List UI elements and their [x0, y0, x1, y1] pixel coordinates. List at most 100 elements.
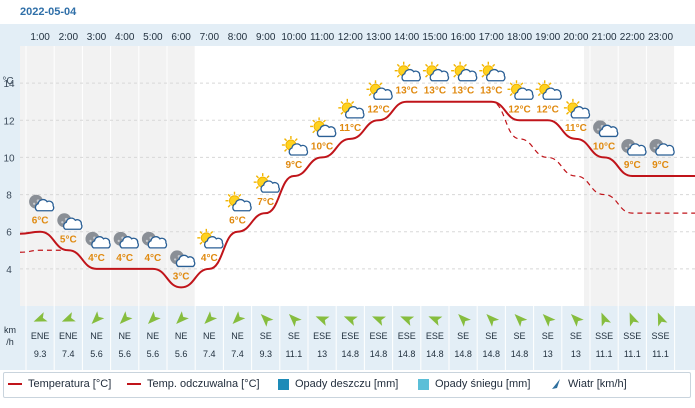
sun-cloud-icon: [451, 61, 478, 82]
hour-label: 17:00: [479, 32, 504, 43]
legend-item-snow[interactable]: Opady śniegu [mm]: [418, 378, 530, 390]
sun-ray: [340, 100, 344, 105]
moon-crater: [625, 146, 628, 150]
wind-arrow-icon: [204, 311, 218, 324]
moon-crater: [597, 128, 600, 131]
wind-speed-label: 14.8: [454, 349, 472, 359]
legend-item-wind[interactable]: Wiatr [km/h]: [550, 378, 627, 390]
moon-cloud-icon: [649, 139, 675, 156]
hour-label: 11:00: [310, 32, 335, 43]
sun-ray: [537, 93, 541, 97]
wind-arrow-head: [514, 314, 528, 327]
wind-arrow-head: [601, 312, 612, 327]
wind-speed-label: 5.6: [118, 349, 131, 359]
wind-speed-label: 11.1: [596, 349, 613, 359]
moon-crater: [61, 221, 64, 224]
wind-direction-label: ENE: [31, 331, 50, 341]
temperature-point-label: 9°C: [652, 160, 669, 171]
cloud-shape: [204, 236, 224, 249]
sun-cloud-icon: [563, 98, 591, 119]
sun-cloud-icon: [197, 228, 224, 249]
wind-arrow-head: [91, 311, 105, 324]
temperature-point-label: 6°C: [229, 216, 246, 227]
wind-direction-label: ENE: [59, 331, 78, 341]
hour-label: 12:00: [338, 32, 363, 43]
sun-ray: [509, 93, 513, 97]
sun-ray: [566, 100, 570, 105]
wind-direction-label: ESE: [426, 331, 444, 341]
sun-ray: [284, 148, 288, 152]
wind-direction-label: SE: [288, 331, 300, 341]
sun-ray: [396, 63, 400, 67]
sun-ray: [199, 230, 203, 235]
sun-cloud-icon: [338, 98, 365, 119]
temperature-point-label: 5°C: [60, 234, 77, 245]
wind-arrow-head: [486, 314, 500, 327]
legend-swatch-feels-like: [127, 383, 141, 385]
cloud-shape: [598, 124, 619, 138]
sun-cloud-icon: [366, 80, 393, 100]
sun-ray: [294, 138, 298, 142]
legend-label-wind: Wiatr [km/h]: [568, 378, 627, 390]
legend-item-feels-like[interactable]: Temp. odczuwalna [°C]: [127, 378, 260, 390]
moon-cloud-icon: [85, 231, 111, 249]
temperature-point-label: 4°C: [145, 253, 162, 264]
legend-label-temperature: Temperatura [°C]: [28, 378, 112, 390]
temperature-point-label: 4°C: [201, 253, 218, 264]
moon-cloud-icon: [141, 231, 168, 249]
wind-arrow-head: [61, 312, 76, 322]
wind-arrow-icon: [428, 316, 443, 326]
wind-arrow-head: [176, 311, 189, 324]
wind-arrow-icon: [486, 314, 500, 327]
cloud-shape: [260, 180, 280, 193]
wind-arrow-icon: [119, 311, 133, 324]
sun-ray: [227, 193, 231, 197]
sun-ray: [537, 82, 541, 86]
wind-arrow-head: [542, 314, 556, 327]
sun-ray: [425, 74, 429, 78]
wind-direction-label: ESE: [341, 331, 359, 341]
moon-crater: [145, 239, 148, 242]
legend-item-temperature[interactable]: Temperatura [°C]: [8, 378, 111, 390]
wind-arrow-icon: [232, 311, 246, 324]
cloud-shape: [570, 106, 591, 119]
hour-label: 9:00: [256, 32, 276, 43]
wind-arrow-icon: [458, 314, 471, 327]
sun-cloud-icon: [422, 61, 450, 82]
sun-ray: [210, 230, 214, 235]
wind-speed-label: 5.6: [175, 349, 188, 359]
cloud-shape: [429, 68, 450, 82]
sun-ray: [407, 63, 411, 67]
wind-speed-label: 14.8: [370, 349, 388, 359]
wind-arrow-icon: [570, 314, 584, 327]
wind-arrow-head: [657, 312, 668, 327]
legend-item-rain[interactable]: Opady deszczu [mm]: [278, 378, 398, 390]
wind-arrow-head: [428, 316, 443, 326]
temperature-point-label: 11°C: [339, 123, 361, 134]
wind-arrow-head: [147, 311, 161, 324]
hour-label: 4:00: [115, 32, 135, 43]
cloud-shape: [373, 87, 393, 100]
cloud-shape: [91, 236, 111, 249]
temperature-point-label: 4°C: [88, 253, 105, 264]
sun-cloud-icon: [253, 173, 280, 193]
wind-arrow-icon: [147, 311, 161, 324]
cloud-shape: [457, 68, 478, 82]
sun-ray: [227, 204, 231, 208]
wind-direction-label: SE: [260, 331, 272, 341]
temperature-point-label: 3°C: [173, 271, 190, 282]
sun-ray: [492, 63, 496, 67]
sun-cloud-icon: [281, 136, 309, 156]
sun-ray: [238, 193, 242, 197]
hour-label: 19:00: [535, 32, 560, 43]
hour-label: 3:00: [87, 32, 107, 43]
moon-crater: [174, 258, 177, 261]
wind-direction-label: NE: [175, 331, 188, 341]
sun-ray: [312, 119, 316, 123]
sun-ray: [266, 175, 270, 179]
sun-cloud-icon: [535, 80, 562, 100]
wind-direction-label: NE: [147, 331, 160, 341]
temperature-point-label: 4°C: [116, 253, 133, 264]
wind-speed-label: 9.3: [259, 349, 272, 359]
